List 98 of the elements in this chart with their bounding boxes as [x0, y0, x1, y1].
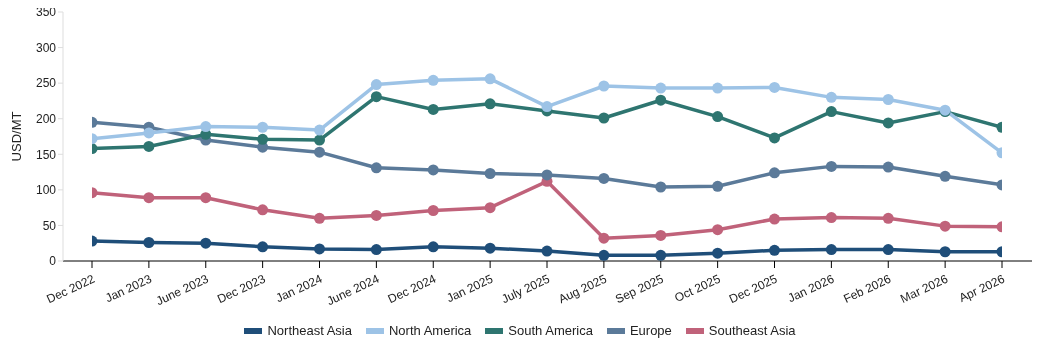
- point: [712, 180, 724, 192]
- point: [882, 244, 894, 256]
- point: [769, 244, 780, 256]
- point: [143, 140, 155, 152]
- x-tick-label: Oct 2025: [672, 271, 723, 306]
- point: [427, 74, 439, 86]
- point: [598, 112, 610, 124]
- point: [427, 241, 439, 253]
- x-tick-label: Dec 2023: [215, 271, 268, 307]
- point: [314, 146, 325, 158]
- y-tick-label: 0: [49, 254, 57, 269]
- point: [314, 124, 325, 136]
- point: [370, 162, 382, 174]
- point: [541, 101, 553, 113]
- point: [314, 243, 325, 255]
- point: [655, 82, 667, 94]
- point: [314, 134, 325, 146]
- legend-label: South America: [508, 323, 593, 338]
- point: [769, 81, 780, 93]
- point: [939, 246, 951, 258]
- y-tick-label: 100: [35, 183, 57, 198]
- x-tick-label: Dec 2025: [726, 271, 780, 307]
- point: [825, 106, 837, 118]
- legend-label: Europe: [629, 323, 672, 338]
- point: [655, 181, 667, 193]
- point: [143, 127, 155, 139]
- legend-label: Northeast Asia: [267, 323, 352, 338]
- y-tick-label: 150: [35, 147, 57, 162]
- point: [882, 161, 894, 173]
- point: [541, 245, 553, 257]
- point: [484, 98, 496, 110]
- point: [484, 242, 496, 254]
- point: [370, 244, 382, 256]
- point: [370, 91, 382, 103]
- point: [200, 121, 212, 133]
- point: [598, 80, 610, 92]
- point: [484, 73, 496, 85]
- point: [484, 202, 496, 214]
- x-tick-label: Feb 2026: [841, 271, 894, 306]
- point: [427, 103, 439, 115]
- point: [825, 212, 837, 224]
- point: [882, 117, 894, 129]
- point: [769, 132, 780, 144]
- point: [598, 249, 610, 261]
- point: [314, 212, 325, 224]
- point: [484, 167, 496, 179]
- point: [712, 247, 724, 259]
- point: [655, 229, 667, 241]
- point: [712, 82, 724, 94]
- x-tick-label: Mar 2026: [898, 271, 951, 306]
- y-tick-label: 350: [35, 5, 57, 20]
- point: [655, 249, 667, 261]
- x-tick-label: Jan 2023: [103, 271, 155, 306]
- y-tick-label: 250: [35, 76, 57, 91]
- point: [200, 192, 212, 204]
- point: [598, 232, 610, 244]
- x-tick-label: Jan 2026: [785, 271, 837, 306]
- point: [143, 237, 155, 248]
- point: [427, 204, 439, 216]
- point: [200, 237, 212, 249]
- point: [257, 121, 269, 133]
- y-axis-title: USD/MT: [8, 111, 24, 162]
- point: [769, 167, 780, 179]
- point: [655, 94, 667, 106]
- legend-label: North America: [388, 323, 472, 338]
- x-tick-label: Jan 2024: [273, 271, 325, 306]
- point: [939, 170, 951, 182]
- legend-label: Southeast Asia: [708, 323, 796, 338]
- x-tick-label: Apr 2026: [956, 271, 1008, 306]
- point: [825, 91, 837, 103]
- point: [257, 241, 269, 253]
- x-tick-label: Aug 2025: [556, 271, 610, 307]
- point: [825, 160, 837, 172]
- point: [882, 94, 894, 106]
- x-tick-label: Dec 2022: [44, 271, 98, 307]
- point: [712, 111, 724, 123]
- point: [712, 224, 724, 236]
- point: [882, 212, 894, 224]
- x-tick-label: June 2024: [324, 271, 382, 309]
- y-tick-label: 200: [35, 111, 57, 126]
- y-tick-label: 300: [35, 40, 57, 55]
- point: [427, 164, 439, 176]
- point: [541, 169, 553, 181]
- point: [825, 244, 837, 256]
- point: [769, 213, 780, 225]
- point: [370, 79, 382, 91]
- x-tick-label: July 2025: [499, 271, 553, 307]
- point: [257, 133, 269, 145]
- point: [598, 172, 610, 184]
- point: [257, 204, 269, 216]
- x-tick-label: Jan 2025: [444, 271, 496, 306]
- x-tick-label: June 2023: [153, 271, 211, 309]
- y-tick-label: 50: [42, 218, 57, 233]
- point: [370, 209, 382, 221]
- x-tick-label: Sep 2025: [613, 271, 666, 307]
- point: [939, 220, 951, 232]
- x-tick-label: Dec 2024: [385, 271, 439, 307]
- point: [143, 192, 155, 204]
